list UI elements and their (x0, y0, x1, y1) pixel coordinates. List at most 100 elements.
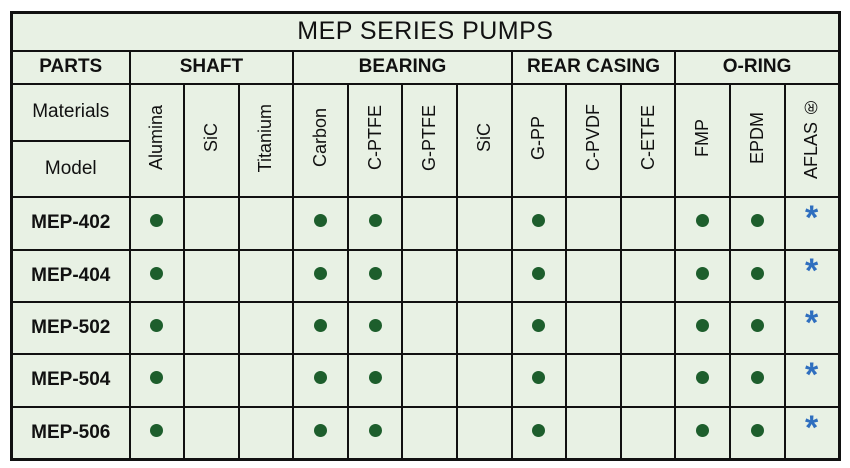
material-label: Carbon (310, 108, 331, 168)
title-row: MEP SERIES PUMPS (10, 11, 841, 52)
compatible-dot-icon (314, 319, 328, 333)
asterisk-mark: * (805, 304, 819, 343)
material-header: G-PTFE (401, 83, 459, 199)
compatible-dot-icon (150, 371, 164, 385)
compatible-dot-icon (750, 266, 764, 280)
compat-cell (456, 405, 513, 461)
model-name: MEP-404 (10, 248, 131, 303)
compatible-dot-icon (750, 423, 764, 437)
compatible-dot-icon (750, 371, 764, 385)
table-title: MEP SERIES PUMPS (10, 11, 841, 52)
compat-cell (619, 196, 677, 251)
table-row: MEP-506 * (10, 405, 841, 461)
compat-cell: * (783, 248, 841, 303)
compat-cell (456, 353, 513, 408)
compatible-dot-icon (150, 423, 164, 437)
model-label-row: Model (10, 139, 840, 199)
table-row: MEP-404 * (10, 248, 841, 303)
asterisk-mark: * (805, 408, 819, 447)
compat-cell (565, 300, 622, 356)
compat-cell (346, 248, 404, 303)
compat-cell (729, 405, 786, 461)
compat-cell (237, 248, 295, 303)
compat-cell (346, 300, 404, 356)
compat-cell: * (783, 196, 841, 251)
compatible-dot-icon (368, 214, 382, 228)
compatible-dot-icon (696, 371, 710, 385)
compat-cell (292, 405, 349, 461)
compat-cell (674, 196, 732, 251)
table-row: MEP-504 * (10, 353, 841, 408)
compat-cell (565, 248, 622, 303)
compatible-dot-icon (532, 319, 546, 333)
compat-cell (183, 196, 240, 251)
compat-cell: * (783, 353, 841, 408)
material-header: C-PTFE (346, 83, 404, 199)
model-label: Model (10, 139, 131, 199)
compatible-dot-icon (368, 266, 382, 280)
compatible-dot-icon (696, 319, 710, 333)
asterisk-mark: * (805, 199, 819, 238)
group-header-o-ring: O-RING (674, 49, 841, 86)
compatible-dot-icon (696, 214, 710, 228)
compat-cell (510, 353, 568, 408)
compatible-dot-icon (368, 319, 382, 333)
compat-cell (456, 196, 513, 251)
compat-cell: * (783, 300, 841, 356)
compat-cell (510, 300, 568, 356)
parts-label: PARTS (10, 49, 131, 86)
model-name: MEP-402 (10, 196, 131, 251)
compatible-dot-icon (368, 371, 382, 385)
material-header: G-PP (510, 83, 568, 199)
compat-cell (456, 248, 513, 303)
compat-cell (292, 248, 349, 303)
material-header: FMP (674, 83, 732, 199)
compat-cell (401, 248, 459, 303)
compat-cell (237, 405, 295, 461)
compat-cell (128, 196, 186, 251)
compatibility-table: MEP SERIES PUMPS PARTS SHAFT BEARING REAR … (10, 11, 841, 461)
compat-cell (401, 300, 459, 356)
material-header: AFLAS ® (783, 83, 841, 199)
material-header: C-PVDF (565, 83, 622, 199)
compat-cell (346, 405, 404, 461)
table-row: MEP-402 * (10, 196, 841, 251)
compat-cell (619, 300, 677, 356)
compat-cell (729, 353, 786, 408)
model-name: MEP-504 (10, 353, 131, 408)
compat-cell: * (783, 405, 841, 461)
compat-cell (237, 300, 295, 356)
compatible-dot-icon (150, 214, 164, 228)
compat-cell (292, 300, 349, 356)
material-label: Alumina (146, 105, 167, 171)
material-header: EPDM (729, 83, 786, 199)
compat-cell (510, 248, 568, 303)
compatible-dot-icon (696, 423, 710, 437)
compat-cell (401, 196, 459, 251)
material-header: SiC (183, 83, 240, 199)
compat-cell (674, 248, 732, 303)
material-header: SiC (456, 83, 513, 199)
compat-cell (565, 405, 622, 461)
material-label: EPDM (746, 111, 767, 164)
group-header-shaft: SHAFT (128, 49, 295, 86)
compat-cell (128, 405, 186, 461)
material-label: AFLAS ® (801, 96, 822, 179)
materials-row: Materials Alumina SiC Titanium Carbon C-PTFE… (10, 83, 841, 199)
compatible-dot-icon (532, 423, 546, 437)
compat-cell (729, 300, 786, 356)
compat-cell (292, 196, 349, 251)
compatible-dot-icon (696, 266, 710, 280)
materials-label: Materials (10, 83, 131, 142)
compat-cell (619, 405, 677, 461)
compat-cell (237, 353, 295, 408)
compat-cell (729, 196, 786, 251)
compatible-dot-icon (314, 371, 328, 385)
compatible-dot-icon (750, 214, 764, 228)
compatible-dot-icon (532, 371, 546, 385)
compat-cell (292, 353, 349, 408)
material-label: SiC (473, 123, 494, 153)
compat-cell (619, 353, 677, 408)
compatible-dot-icon (314, 423, 328, 437)
compat-cell (237, 196, 295, 251)
